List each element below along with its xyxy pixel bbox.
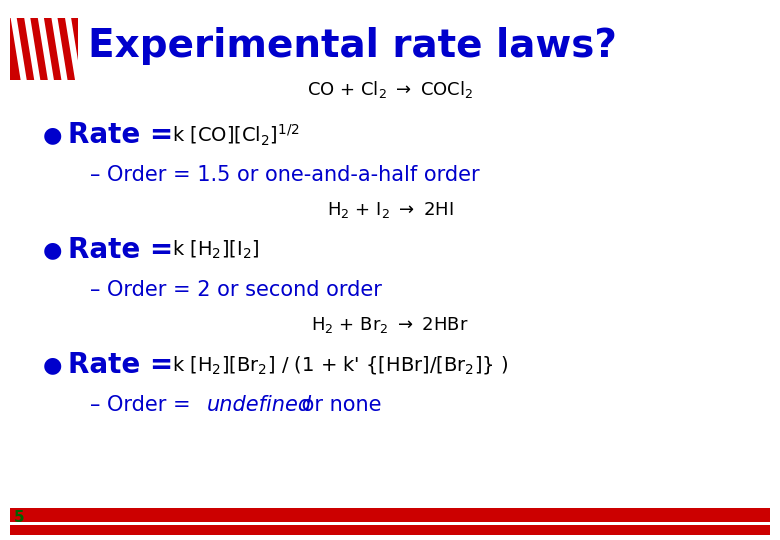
Text: H$_2$ + I$_2$ $\rightarrow$ 2HI: H$_2$ + I$_2$ $\rightarrow$ 2HI bbox=[327, 200, 453, 220]
Text: ●: ● bbox=[42, 125, 62, 145]
Polygon shape bbox=[11, 18, 27, 80]
Text: k $[\mathrm{CO}][\mathrm{Cl}_2]^{1/2}$: k $[\mathrm{CO}][\mathrm{Cl}_2]^{1/2}$ bbox=[172, 123, 300, 147]
Text: CO + Cl$_2$ $\rightarrow$ COCl$_2$: CO + Cl$_2$ $\rightarrow$ COCl$_2$ bbox=[307, 79, 473, 100]
Text: k $[\mathrm{H}_2][\mathrm{Br}_2]$ / (1 + k' $\{[\mathrm{HBr}]/[\mathrm{Br}_2]\}$: k $[\mathrm{H}_2][\mathrm{Br}_2]$ / (1 +… bbox=[172, 354, 509, 376]
Text: Rate =: Rate = bbox=[68, 121, 173, 149]
Text: – Order = 2 or second order: – Order = 2 or second order bbox=[90, 280, 382, 300]
Polygon shape bbox=[24, 18, 41, 80]
Bar bbox=[10, 508, 770, 522]
Polygon shape bbox=[65, 18, 81, 80]
Bar bbox=[10, 18, 78, 80]
Text: – Order = 1.5 or one-and-a-half order: – Order = 1.5 or one-and-a-half order bbox=[90, 165, 480, 185]
Polygon shape bbox=[37, 18, 54, 80]
Text: Experimental rate laws?: Experimental rate laws? bbox=[88, 27, 617, 65]
Text: or none: or none bbox=[295, 395, 381, 415]
Bar bbox=[10, 525, 770, 535]
Text: ●: ● bbox=[42, 240, 62, 260]
Text: undefined: undefined bbox=[207, 395, 312, 415]
Text: – Order =: – Order = bbox=[90, 395, 197, 415]
Text: k $[\mathrm{H}_2][\mathrm{I}_2]$: k $[\mathrm{H}_2][\mathrm{I}_2]$ bbox=[172, 239, 260, 261]
Text: 5: 5 bbox=[14, 510, 25, 525]
Text: ●: ● bbox=[42, 355, 62, 375]
Polygon shape bbox=[51, 18, 68, 80]
Text: Rate =: Rate = bbox=[68, 236, 173, 264]
Text: H$_2$ + Br$_2$ $\rightarrow$ 2HBr: H$_2$ + Br$_2$ $\rightarrow$ 2HBr bbox=[311, 315, 469, 335]
Text: Rate =: Rate = bbox=[68, 351, 173, 379]
